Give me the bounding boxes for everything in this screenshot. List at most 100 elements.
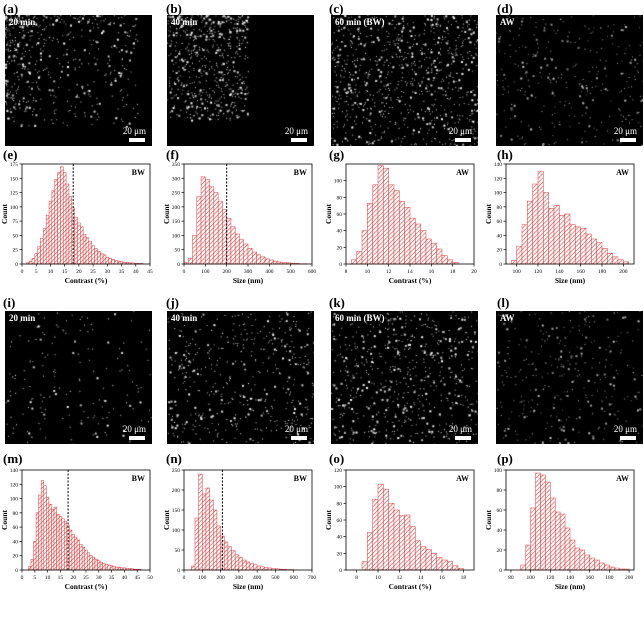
x-tick-label: 10 xyxy=(375,575,381,581)
y-axis-label: Count xyxy=(484,203,493,224)
y-tick-label: 40 xyxy=(13,539,19,545)
x-tick-label: 18 xyxy=(461,575,467,581)
x-tick-label: 45 xyxy=(134,575,140,581)
x-tick-label: 600 xyxy=(308,269,317,275)
bar xyxy=(84,549,88,571)
y-axis-label: Count xyxy=(0,203,9,224)
time-label: 60 min (BW) xyxy=(335,313,385,323)
bar xyxy=(399,201,405,265)
x-tick-label: 30 xyxy=(96,575,102,581)
bar xyxy=(367,202,373,265)
bar xyxy=(80,226,84,265)
bar xyxy=(617,259,624,265)
bar xyxy=(188,258,193,265)
bar xyxy=(585,233,592,265)
time-label: 20 min xyxy=(9,313,36,323)
x-tick-label: 700 xyxy=(308,575,317,581)
y-tick-label: 200 xyxy=(172,488,181,494)
x-axis-label: Size (nm) xyxy=(233,582,264,591)
x-axis-label: Contrast (%) xyxy=(389,582,432,591)
x-tick-label: 80 xyxy=(508,575,514,581)
x-tick-label: 300 xyxy=(244,269,253,275)
bar xyxy=(537,170,544,265)
y-tick-label: 100 xyxy=(334,179,343,185)
scale-bar xyxy=(129,436,145,440)
x-tick-label: 35 xyxy=(109,575,115,581)
bar xyxy=(383,167,389,265)
bar xyxy=(213,192,219,265)
micrograph-a: 20 min 20 μm xyxy=(5,15,152,146)
histogram-svg: 0 100 200 300 400 500 600 0 50 100 150 200 250 300 350… xyxy=(162,162,317,285)
bar xyxy=(88,240,92,265)
x-tick-label: 50 xyxy=(147,575,153,581)
y-tick-label: 20 xyxy=(337,245,343,251)
micrograph-i: 20 min 20 μm xyxy=(5,311,152,444)
time-label: 60 min (BW) xyxy=(335,17,385,27)
bar xyxy=(31,258,36,265)
y-tick-label: 0 xyxy=(339,262,342,268)
bar xyxy=(569,539,576,571)
x-tick-label: 120 xyxy=(546,575,555,581)
bar xyxy=(404,514,411,571)
bar xyxy=(447,561,453,571)
bar xyxy=(420,230,427,265)
bar xyxy=(205,487,210,571)
x-tick-label: 15 xyxy=(58,575,64,581)
bar xyxy=(607,253,613,265)
micrograph-k: 60 min (BW) 20 μm xyxy=(331,311,478,444)
bar xyxy=(114,260,118,265)
y-tick-label: 200 xyxy=(172,205,181,211)
bar xyxy=(77,222,81,265)
bar xyxy=(223,541,229,571)
bar xyxy=(431,553,437,571)
bar xyxy=(74,536,78,571)
x-tick-label: 16 xyxy=(429,269,435,275)
bar xyxy=(196,196,202,265)
scale-bar-label: 20 μm xyxy=(613,424,637,434)
bar xyxy=(245,561,251,571)
histogram-o: 8 10 12 14 16 18 0 20 40 60 80 100 120 Contrast (%) Co… xyxy=(324,466,484,596)
y-tick-label: 150 xyxy=(172,508,181,514)
scale-bar xyxy=(455,436,471,440)
histogram-m: 0 5 10 15 20 25 30 35 40 45 50 0 20 40 60 80 100 120 140 Co… xyxy=(0,466,160,596)
x-axis-label: Contrast (%) xyxy=(65,582,108,591)
x-tick-label: 20 xyxy=(471,269,477,275)
x-tick-label: 500 xyxy=(287,269,296,275)
x-axis-label: Contrast (%) xyxy=(65,276,108,285)
bar xyxy=(62,172,67,265)
y-tick-label: 40 xyxy=(497,528,503,534)
y-tick-label: 100 xyxy=(10,497,19,503)
y-tick-label: 80 xyxy=(337,501,343,507)
bar xyxy=(516,245,523,265)
time-label: 40 min xyxy=(171,313,198,323)
bar xyxy=(425,238,432,265)
panel-letter-d: (d) xyxy=(497,1,513,16)
bar xyxy=(71,534,75,571)
x-tick-label: 160 xyxy=(586,575,595,581)
bar xyxy=(594,559,600,571)
y-tick-label: 0 xyxy=(177,568,180,574)
time-label: AW xyxy=(500,17,515,27)
bar xyxy=(102,254,107,265)
micrograph-image xyxy=(496,311,643,444)
y-axis-label: Count xyxy=(0,509,9,530)
y-tick-label: 20 xyxy=(13,554,19,560)
y-tick-label: 0 xyxy=(15,568,18,574)
bar xyxy=(110,565,114,571)
bar xyxy=(559,513,566,571)
bar xyxy=(579,549,586,571)
y-tick-label: 80 xyxy=(497,488,503,494)
x-tick-label: 20 xyxy=(70,575,76,581)
x-tick-label: 40 xyxy=(122,575,128,581)
bar xyxy=(436,248,443,265)
bar xyxy=(388,503,395,571)
time-label: 20 min xyxy=(9,17,36,27)
bar xyxy=(372,498,379,571)
bar xyxy=(57,172,61,265)
y-tick-label: 0 xyxy=(15,262,18,268)
bar xyxy=(97,251,101,265)
bar xyxy=(226,218,232,265)
x-tick-label: 30 xyxy=(105,269,111,275)
bar xyxy=(243,243,249,265)
bar xyxy=(99,253,104,265)
